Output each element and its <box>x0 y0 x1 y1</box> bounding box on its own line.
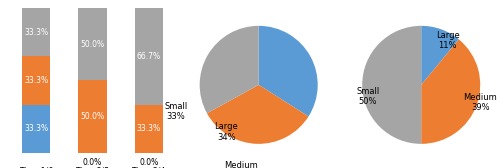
Text: 50.0%: 50.0% <box>80 40 104 49</box>
Text: 50.0%: 50.0% <box>80 112 104 121</box>
Text: 33.3%: 33.3% <box>136 124 161 133</box>
Text: Large
11%: Large 11% <box>436 31 460 50</box>
Wedge shape <box>258 26 318 116</box>
Bar <box>78 8 106 80</box>
Text: Medium
33%: Medium 33% <box>224 161 258 168</box>
Text: 0.0%: 0.0% <box>83 158 102 167</box>
Bar <box>22 8 50 56</box>
Bar <box>22 105 50 153</box>
Bar <box>78 80 106 153</box>
Wedge shape <box>200 26 258 113</box>
Bar <box>134 8 163 105</box>
Wedge shape <box>421 39 480 144</box>
Wedge shape <box>421 26 459 85</box>
Text: 0.0%: 0.0% <box>139 158 158 167</box>
Text: 66.7%: 66.7% <box>136 52 161 61</box>
Text: Small
33%: Small 33% <box>164 102 188 121</box>
Text: 33.3%: 33.3% <box>24 28 48 37</box>
Text: 33.3%: 33.3% <box>24 124 48 133</box>
Wedge shape <box>362 26 421 144</box>
Text: Small
50%: Small 50% <box>356 87 380 106</box>
Text: Large
34%: Large 34% <box>214 122 238 142</box>
Wedge shape <box>207 85 308 144</box>
Text: Medium
39%: Medium 39% <box>464 93 497 112</box>
Bar <box>134 105 163 153</box>
Bar <box>22 56 50 105</box>
Text: 33.3%: 33.3% <box>24 76 48 85</box>
